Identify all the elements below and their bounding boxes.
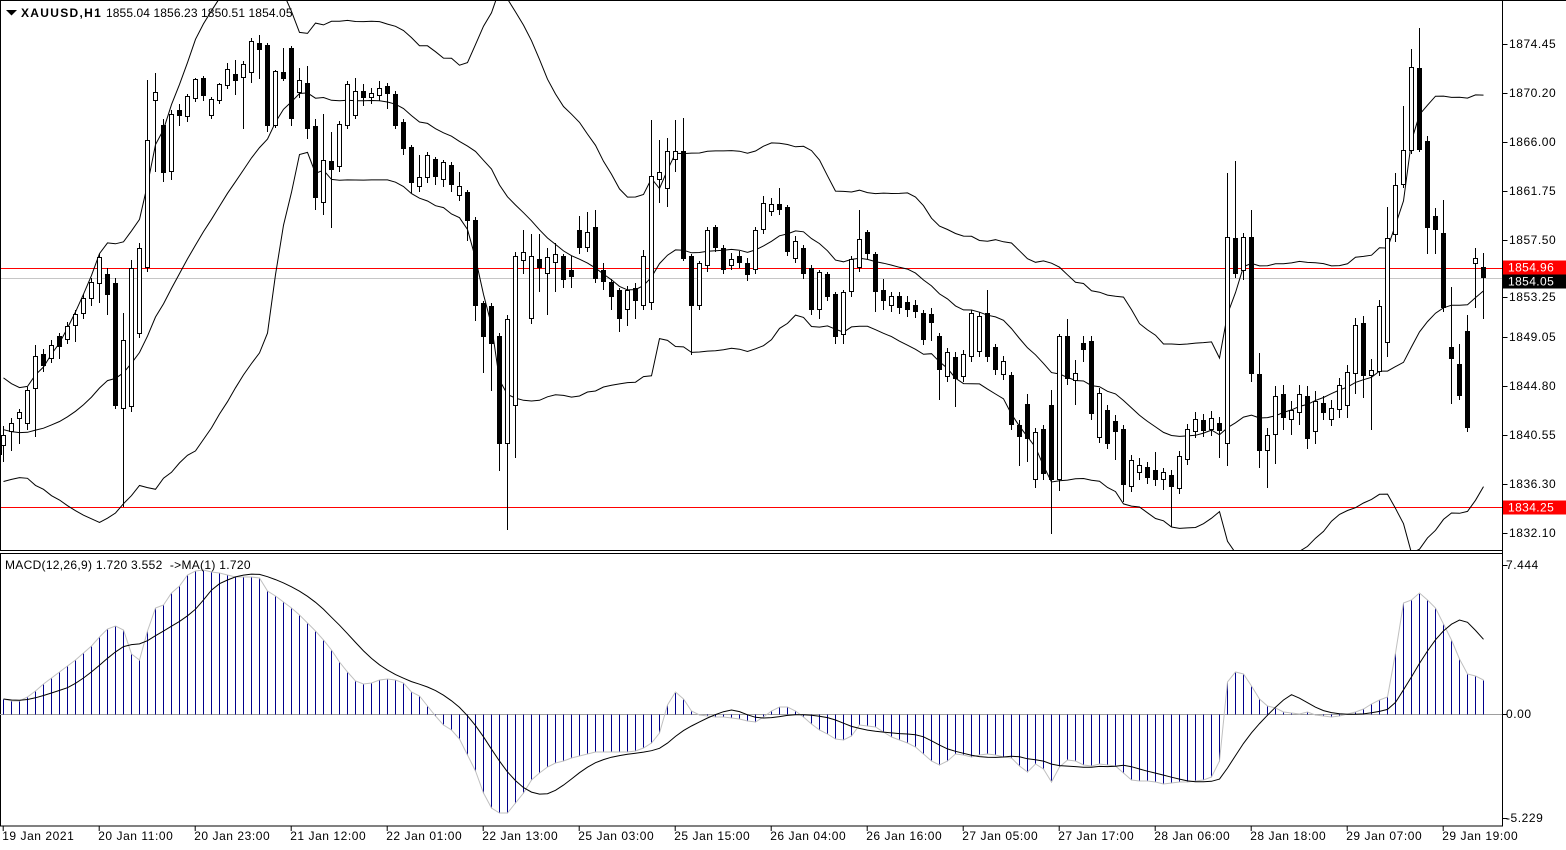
svg-text:28 Jan 18:00: 28 Jan 18:00 [1250, 829, 1326, 843]
svg-text:26 Jan 16:00: 26 Jan 16:00 [866, 829, 942, 843]
svg-text:21 Jan 12:00: 21 Jan 12:00 [290, 829, 366, 843]
svg-text:1857.50: 1857.50 [1509, 233, 1556, 247]
svg-text:7.444: 7.444 [1506, 558, 1539, 572]
svg-text:1836.30: 1836.30 [1509, 477, 1556, 491]
svg-text:MACD(12,26,9) 1.720 3.552 ->M: MACD(12,26,9) 1.720 3.552 ->MA(1) 1.720 [5, 558, 251, 572]
svg-text:1832.10: 1832.10 [1509, 526, 1556, 540]
svg-text:25 Jan 03:00: 25 Jan 03:00 [578, 829, 654, 843]
svg-text:1840.55: 1840.55 [1509, 428, 1556, 442]
svg-text:19 Jan 2021: 19 Jan 2021 [2, 829, 74, 843]
svg-text:0.00: 0.00 [1506, 707, 1532, 721]
svg-text:1844.80: 1844.80 [1509, 379, 1556, 393]
svg-text:27 Jan 17:00: 27 Jan 17:00 [1058, 829, 1134, 843]
svg-text:1861.75: 1861.75 [1509, 184, 1556, 198]
svg-text:26 Jan 04:00: 26 Jan 04:00 [770, 829, 846, 843]
svg-text:1854.96: 1854.96 [1508, 261, 1554, 275]
svg-text:25 Jan 15:00: 25 Jan 15:00 [674, 829, 750, 843]
svg-text:27 Jan 05:00: 27 Jan 05:00 [962, 829, 1038, 843]
svg-text:1855.04 1856.23 1850.51 1854.0: 1855.04 1856.23 1850.51 1854.05 [106, 6, 293, 20]
svg-text:1854.05: 1854.05 [1508, 275, 1554, 289]
svg-text:28 Jan 06:00: 28 Jan 06:00 [1154, 829, 1230, 843]
svg-text:1874.45: 1874.45 [1509, 37, 1556, 51]
svg-text:1834.25: 1834.25 [1508, 501, 1554, 515]
svg-text:22 Jan 13:00: 22 Jan 13:00 [482, 829, 558, 843]
svg-text:22 Jan 01:00: 22 Jan 01:00 [386, 829, 462, 843]
svg-text:20 Jan 23:00: 20 Jan 23:00 [194, 829, 270, 843]
svg-text:29 Jan 19:00: 29 Jan 19:00 [1442, 829, 1518, 843]
svg-text:XAUUSD,H1: XAUUSD,H1 [21, 6, 102, 20]
svg-text:1866.00: 1866.00 [1509, 135, 1556, 149]
svg-text:1853.25: 1853.25 [1509, 290, 1556, 304]
svg-text:29 Jan 07:00: 29 Jan 07:00 [1346, 829, 1422, 843]
svg-text:-5.229: -5.229 [1506, 811, 1543, 825]
svg-text:20 Jan 11:00: 20 Jan 11:00 [98, 829, 173, 843]
svg-text:1870.20: 1870.20 [1509, 86, 1556, 100]
svg-text:1849.05: 1849.05 [1509, 330, 1556, 344]
